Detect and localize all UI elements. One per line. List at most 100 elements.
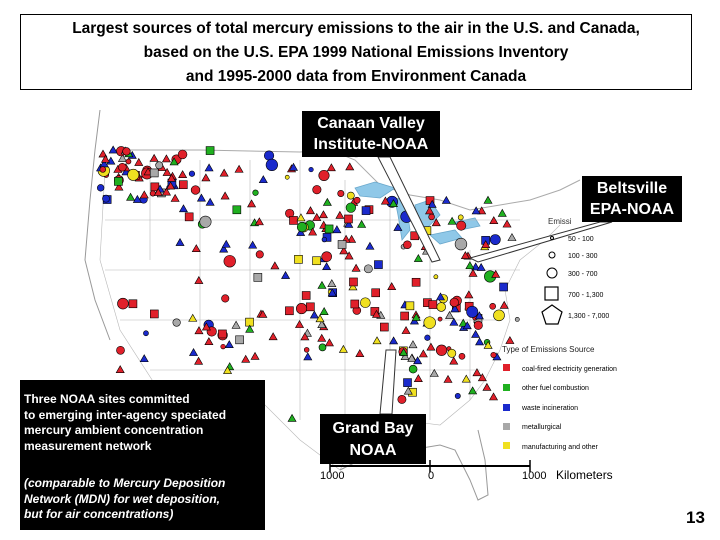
emission-source-marker-227 — [327, 279, 337, 288]
emission-source-marker-230 — [411, 277, 421, 287]
emission-source-marker-117 — [231, 320, 241, 329]
emission-source-marker-279 — [116, 345, 125, 355]
emission-source-marker-288 — [188, 313, 198, 322]
canada-us-border — [110, 149, 581, 211]
emission-source-marker-223 — [324, 338, 334, 347]
type-label-3: waste incineration — [521, 405, 578, 412]
emission-source-marker-123 — [254, 217, 264, 226]
emission-source-marker-103 — [191, 244, 201, 253]
emission-source-marker-210 — [471, 206, 481, 215]
emission-source-marker-157 — [447, 216, 457, 225]
emission-source-marker-84 — [221, 239, 231, 248]
type-swatch-metallurgical — [503, 423, 510, 430]
emission-source-marker-326 — [472, 368, 482, 377]
canaan-line-1: Canaan Valley — [317, 115, 425, 132]
emission-source-marker-219 — [457, 214, 464, 221]
emission-source-marker-295 — [223, 365, 233, 374]
emission-source-marker-130 — [339, 246, 349, 255]
emission-source-marker-211 — [428, 213, 435, 221]
emission-source-marker-246 — [437, 316, 443, 322]
emission-source-marker-83 — [219, 168, 229, 177]
emission-source-marker-318 — [428, 300, 438, 309]
emission-source-marker-45 — [132, 194, 142, 203]
emission-source-marker-254 — [388, 199, 398, 208]
emission-source-marker-243 — [465, 261, 475, 270]
emission-source-marker-277 — [117, 297, 129, 310]
emission-source-marker-308 — [413, 356, 423, 365]
emission-source-marker-169 — [348, 282, 358, 291]
emission-source-marker-258 — [380, 196, 390, 205]
emission-source-marker-50 — [161, 154, 171, 163]
emission-source-marker-51 — [167, 173, 177, 182]
emission-source-marker-320 — [454, 393, 461, 399]
emission-source-marker-299 — [407, 353, 417, 362]
map-title: Largest sources of total mercury emissio… — [20, 14, 692, 90]
emission-source-marker-122 — [317, 333, 327, 342]
emission-source-marker-15 — [162, 167, 172, 176]
size-symbol-100-300 — [548, 251, 556, 259]
emission-source-marker-35 — [100, 154, 110, 163]
emission-source-marker-309 — [408, 364, 418, 374]
emission-source-marker-27 — [161, 187, 171, 196]
emission-source-marker-171 — [431, 218, 441, 227]
emission-source-marker-311 — [397, 394, 407, 404]
emission-source-marker-114 — [312, 256, 321, 266]
emission-source-marker-330 — [477, 373, 487, 382]
emission-source-marker-90 — [221, 294, 230, 303]
emission-source-marker-105 — [346, 191, 355, 200]
noaa-note-italic-2: Network (MDN) for wet deposition, — [24, 491, 220, 506]
type-legend-title: Type of Emissions Source — [502, 345, 595, 354]
emission-source-marker-30 — [108, 145, 118, 154]
size-legend: Emissi 50 - 100 100 - 300 300 - 700 700 … — [541, 217, 609, 325]
emission-source-marker-329 — [413, 374, 423, 382]
scale-unit: Kilometers — [556, 468, 613, 482]
emission-source-marker-297 — [224, 340, 234, 348]
emission-source-marker-248 — [344, 214, 353, 224]
size-symbol-50-100 — [550, 236, 554, 240]
emission-source-marker-150 — [332, 225, 342, 234]
emission-source-marker-239 — [441, 195, 451, 204]
emission-source-marker-138 — [318, 169, 330, 182]
emission-source-marker-70 — [184, 212, 194, 222]
emission-source-marker-269 — [483, 195, 493, 204]
emission-source-marker-16 — [114, 182, 124, 191]
emission-source-marker-287 — [220, 343, 226, 350]
emission-source-marker-317 — [405, 301, 415, 311]
emission-source-marker-160 — [317, 320, 327, 328]
emission-source-marker-278 — [285, 306, 294, 316]
emission-source-marker-77 — [253, 273, 263, 282]
type-label-5: manufacturing and other — [522, 444, 599, 451]
noaa-note-italic-3: but for air concentrations) — [24, 507, 174, 521]
emission-source-marker-290 — [150, 309, 159, 319]
emission-source-marker-316 — [489, 302, 496, 310]
emission-source-marker-283 — [139, 354, 149, 363]
emission-source-marker-276 — [204, 337, 214, 346]
emission-source-marker-176 — [445, 310, 455, 319]
emission-source-marker-327 — [411, 312, 421, 321]
emission-source-marker-322 — [436, 302, 446, 312]
emission-source-marker-204 — [372, 336, 382, 345]
grand-bay-line-1: Grand Bay — [332, 420, 414, 437]
emission-source-marker-213 — [296, 303, 308, 315]
emission-source-marker-293 — [194, 326, 204, 335]
grand-bay-label: Grand Bay NOAA — [320, 414, 426, 464]
emission-source-marker-189 — [460, 251, 470, 259]
emission-source-marker-168 — [403, 240, 412, 250]
emission-source-marker-142 — [363, 264, 373, 274]
emission-source-marker-40 — [127, 168, 140, 181]
emission-source-marker-238 — [324, 224, 334, 234]
emission-source-marker-162 — [393, 222, 403, 231]
emission-source-marker-224 — [296, 221, 308, 233]
emission-source-marker-252 — [319, 307, 329, 315]
emission-source-marker-178 — [344, 251, 354, 260]
emission-source-marker-92 — [252, 189, 259, 196]
scale-mid: 0 — [428, 470, 434, 482]
size-symbol-1300-7000 — [541, 304, 563, 325]
emission-source-marker-225 — [425, 206, 435, 215]
emission-source-marker-29 — [125, 158, 132, 165]
emission-source-marker-10 — [169, 157, 179, 166]
beltsville-line-1: Beltsville — [596, 180, 668, 197]
emission-source-marker-188 — [389, 336, 399, 345]
noaa-note-line-2: to emerging inter-agency speciated — [24, 407, 227, 422]
